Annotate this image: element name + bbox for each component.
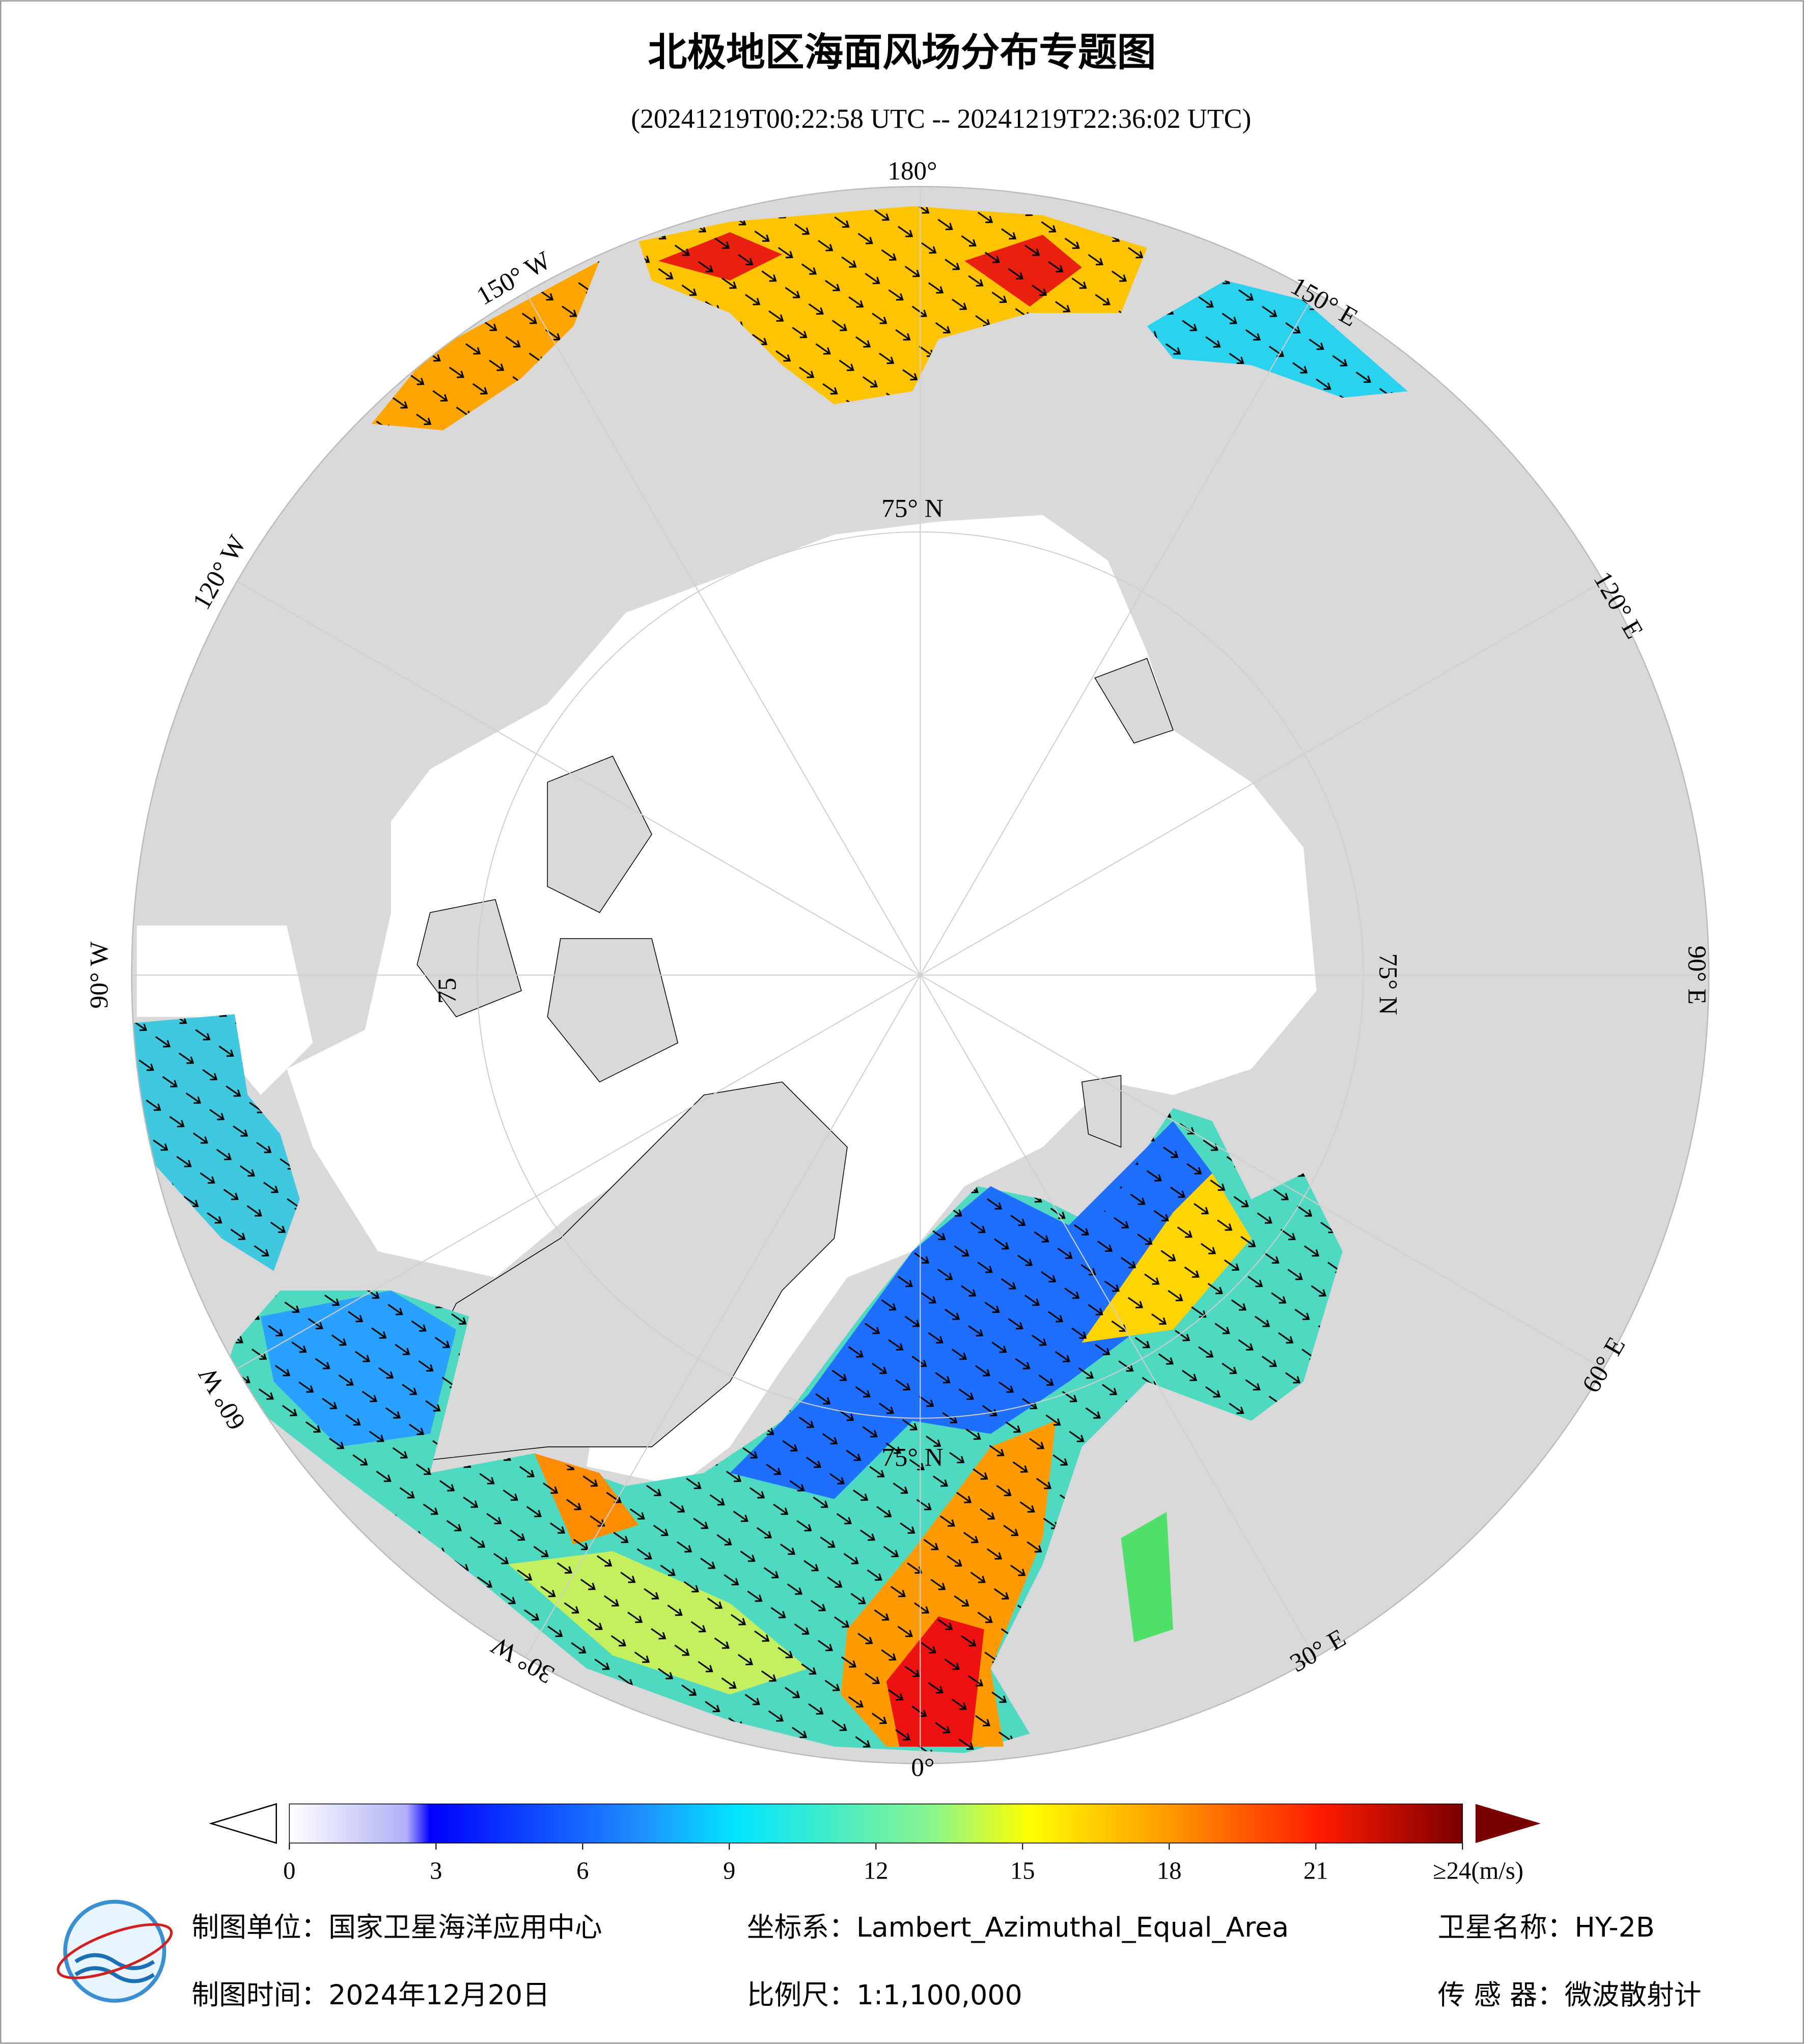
footer-scale: 比例尺：1:1,100,000 — [747, 1979, 1022, 2011]
footer-date: 制图时间：2024年12月20日 — [191, 1979, 550, 2011]
greenland — [417, 1081, 848, 1461]
colorbar-tick-label: ≥24(m/s) — [1433, 1857, 1523, 1884]
colorbar: 0 3 6 9 12 15 18 21 ≥24(m/s) — [209, 1803, 1541, 1884]
latitude-label: 75 — [433, 977, 462, 1003]
island — [547, 938, 679, 1083]
island — [1094, 658, 1174, 744]
colorbar-tick-label: 21 — [1303, 1857, 1328, 1884]
wind-arrows — [131, 206, 1408, 1753]
hudson-bay — [136, 926, 313, 1095]
island — [547, 755, 652, 913]
latitude-label: 75° N — [1373, 954, 1402, 1015]
colorbar-low-end — [209, 1803, 277, 1844]
colorbar-tick-label: 18 — [1157, 1857, 1182, 1884]
colorbar-tick-label: 12 — [864, 1857, 889, 1884]
map-outline — [131, 186, 1710, 1765]
colorbar-tick-label: 9 — [723, 1857, 735, 1884]
map-subtitle: (20241219T00:22:58 UTC -- 20241219T22:36… — [631, 103, 1251, 134]
footer-sensor: 传 感 器：微波散射计 — [1438, 1979, 1702, 2011]
footer-satellite: 卫星名称：HY-2B — [1438, 1911, 1655, 1943]
footer-coordinate: 坐标系：Lambert_Azimuthal_Equal_Area — [747, 1911, 1289, 1943]
island — [417, 899, 522, 1018]
colorbar-tick-label: 6 — [576, 1857, 589, 1884]
latitude-label: 75° N — [881, 1443, 943, 1472]
longitude-label: 180° — [887, 157, 937, 186]
graticule — [131, 186, 1709, 1764]
wind-field — [1121, 1512, 1173, 1643]
colorbar-ramp — [289, 1803, 1463, 1844]
footer-unit: 制图单位：国家卫星海洋应用中心 — [191, 1911, 602, 1943]
longitude-label: 90° W — [85, 941, 114, 1009]
colorbar-tick-label: 15 — [1010, 1857, 1035, 1884]
colorbar-tick-label: 3 — [430, 1857, 442, 1884]
latitude-label: 75° N — [881, 494, 943, 523]
longitude-label: 0° — [911, 1753, 934, 1782]
map-title: 北极地区海面风场分布专题图 — [648, 30, 1156, 75]
colorbar-tick-label: 0 — [283, 1857, 295, 1884]
map-body — [131, 186, 1709, 1764]
longitude-label: 90° E — [1682, 945, 1711, 1004]
logo — [57, 1899, 173, 2003]
sea-ice — [287, 515, 1317, 1486]
colorbar-high-end — [1475, 1804, 1541, 1843]
island — [1081, 1075, 1122, 1148]
